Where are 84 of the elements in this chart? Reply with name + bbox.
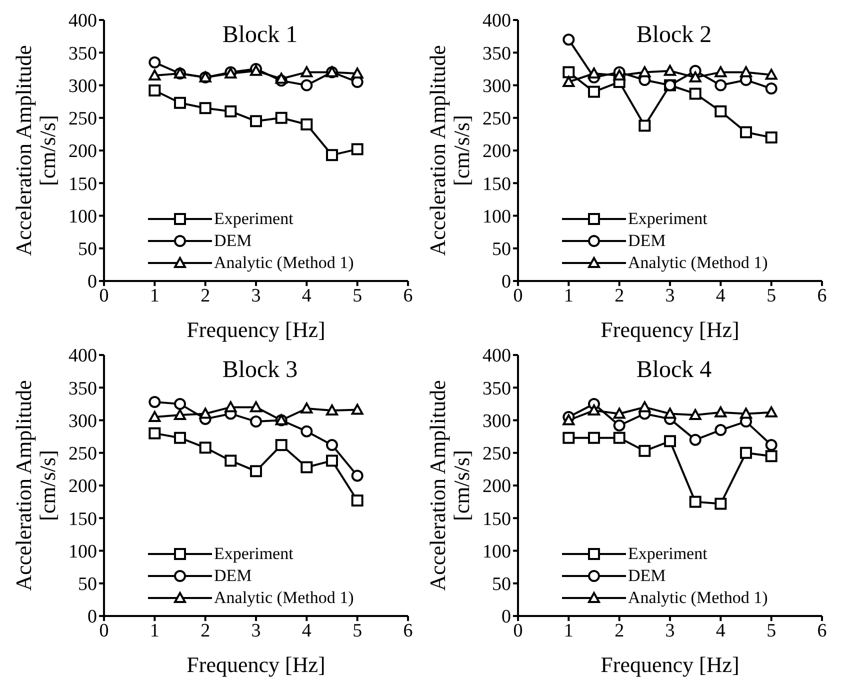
chart-title: Block 2	[635, 22, 713, 49]
y-tick-label: 50	[492, 239, 511, 260]
x-tick-label: 1	[564, 620, 574, 642]
x-tick-label: 3	[251, 285, 261, 306]
y-tick-label: 400	[68, 10, 97, 32]
y-tick-label: 350	[68, 378, 97, 400]
x-tick-label: 3	[665, 285, 675, 306]
x-tick-label: 3	[665, 620, 675, 642]
x-tick-label: 4	[716, 285, 726, 306]
x-tick-label: 5	[352, 620, 362, 642]
y-tick-label: 150	[68, 508, 97, 530]
x-axis-title: Frequency [Hz]	[600, 652, 740, 677]
y-axis-title: Acceleration Amplitude [cm/s/s]	[425, 45, 474, 256]
y-tick-label: 400	[482, 10, 511, 32]
legend-label: Experiment	[214, 543, 294, 565]
y-tick-label: 150	[482, 174, 511, 195]
legend-label: Experiment	[628, 543, 708, 565]
x-tick-label: 5	[766, 620, 776, 642]
y-tick-label: 100	[68, 541, 97, 562]
y-axis-title: Acceleration Amplitude [cm/s/s]	[11, 380, 60, 591]
y-tick-label: 350	[482, 378, 511, 400]
y-tick-label: 50	[492, 574, 511, 596]
x-tick-label: 1	[150, 285, 160, 306]
legend-label: Analytic (Method 1)	[628, 587, 768, 609]
x-tick-label: 1	[150, 620, 160, 642]
y-tick-label: 0	[502, 606, 511, 628]
x-axis-title: Frequency [Hz]	[186, 652, 326, 677]
legend-label: DEM	[214, 565, 252, 587]
y-tick-label: 300	[68, 410, 97, 432]
y-tick-label: 100	[68, 206, 97, 228]
x-axis-title: Frequency [Hz]	[186, 317, 326, 342]
x-tick-label: 2	[614, 620, 624, 642]
y-tick-label: 300	[482, 76, 511, 97]
y-axis-title: Acceleration Amplitude [cm/s/s]	[425, 380, 474, 591]
x-tick-label: 6	[817, 285, 827, 306]
y-axis-title: Acceleration Amplitude [cm/s/s]	[11, 45, 60, 256]
legend-label: DEM	[628, 230, 666, 252]
y-tick-label: 100	[482, 541, 511, 562]
y-tick-label: 350	[482, 43, 511, 64]
chart-title: Block 3	[221, 357, 299, 384]
y-tick-label: 200	[482, 476, 511, 498]
x-axis-title: Frequency [Hz]	[600, 317, 740, 342]
legend-label: Analytic (Method 1)	[214, 587, 354, 609]
y-tick-label: 50	[78, 574, 97, 596]
x-tick-label: 6	[817, 620, 827, 642]
legend-label: Experiment	[628, 208, 708, 230]
x-tick-label: 1	[564, 285, 574, 306]
x-tick-label: 2	[200, 285, 210, 306]
y-tick-label: 250	[482, 444, 511, 465]
x-tick-label: 4	[302, 620, 312, 642]
y-tick-label: 300	[482, 410, 511, 432]
legend-label: Analytic (Method 1)	[628, 252, 768, 274]
y-tick-label: 250	[68, 108, 97, 130]
y-tick-label: 250	[482, 108, 511, 130]
y-tick-label: 150	[68, 174, 97, 195]
y-tick-label: 300	[68, 76, 97, 97]
y-tick-label: 250	[68, 444, 97, 465]
chart-title: Block 4	[635, 357, 713, 384]
legend-label: DEM	[628, 565, 666, 587]
legend-label: Experiment	[214, 208, 294, 230]
y-tick-label: 0	[502, 272, 511, 293]
y-tick-label: 100	[482, 206, 511, 228]
legend-label: Analytic (Method 1)	[214, 252, 354, 274]
x-tick-label: 4	[716, 620, 726, 642]
y-tick-label: 350	[68, 43, 97, 64]
legend-label: DEM	[214, 230, 252, 252]
x-tick-label: 4	[302, 285, 312, 306]
x-tick-label: 3	[251, 620, 261, 642]
x-tick-label: 2	[614, 285, 624, 306]
y-tick-label: 50	[78, 239, 97, 260]
y-tick-label: 400	[68, 346, 97, 367]
y-tick-label: 150	[482, 508, 511, 530]
x-tick-label: 5	[766, 285, 776, 306]
y-tick-label: 0	[88, 272, 97, 293]
y-tick-label: 0	[88, 606, 97, 628]
y-tick-label: 400	[482, 346, 511, 367]
y-tick-label: 200	[482, 141, 511, 162]
x-tick-label: 6	[403, 285, 413, 306]
x-tick-label: 5	[352, 285, 362, 306]
y-tick-label: 200	[68, 141, 97, 162]
chart-title: Block 1	[221, 22, 299, 49]
y-tick-label: 200	[68, 476, 97, 498]
x-tick-label: 6	[403, 620, 413, 642]
x-tick-label: 2	[200, 620, 210, 642]
